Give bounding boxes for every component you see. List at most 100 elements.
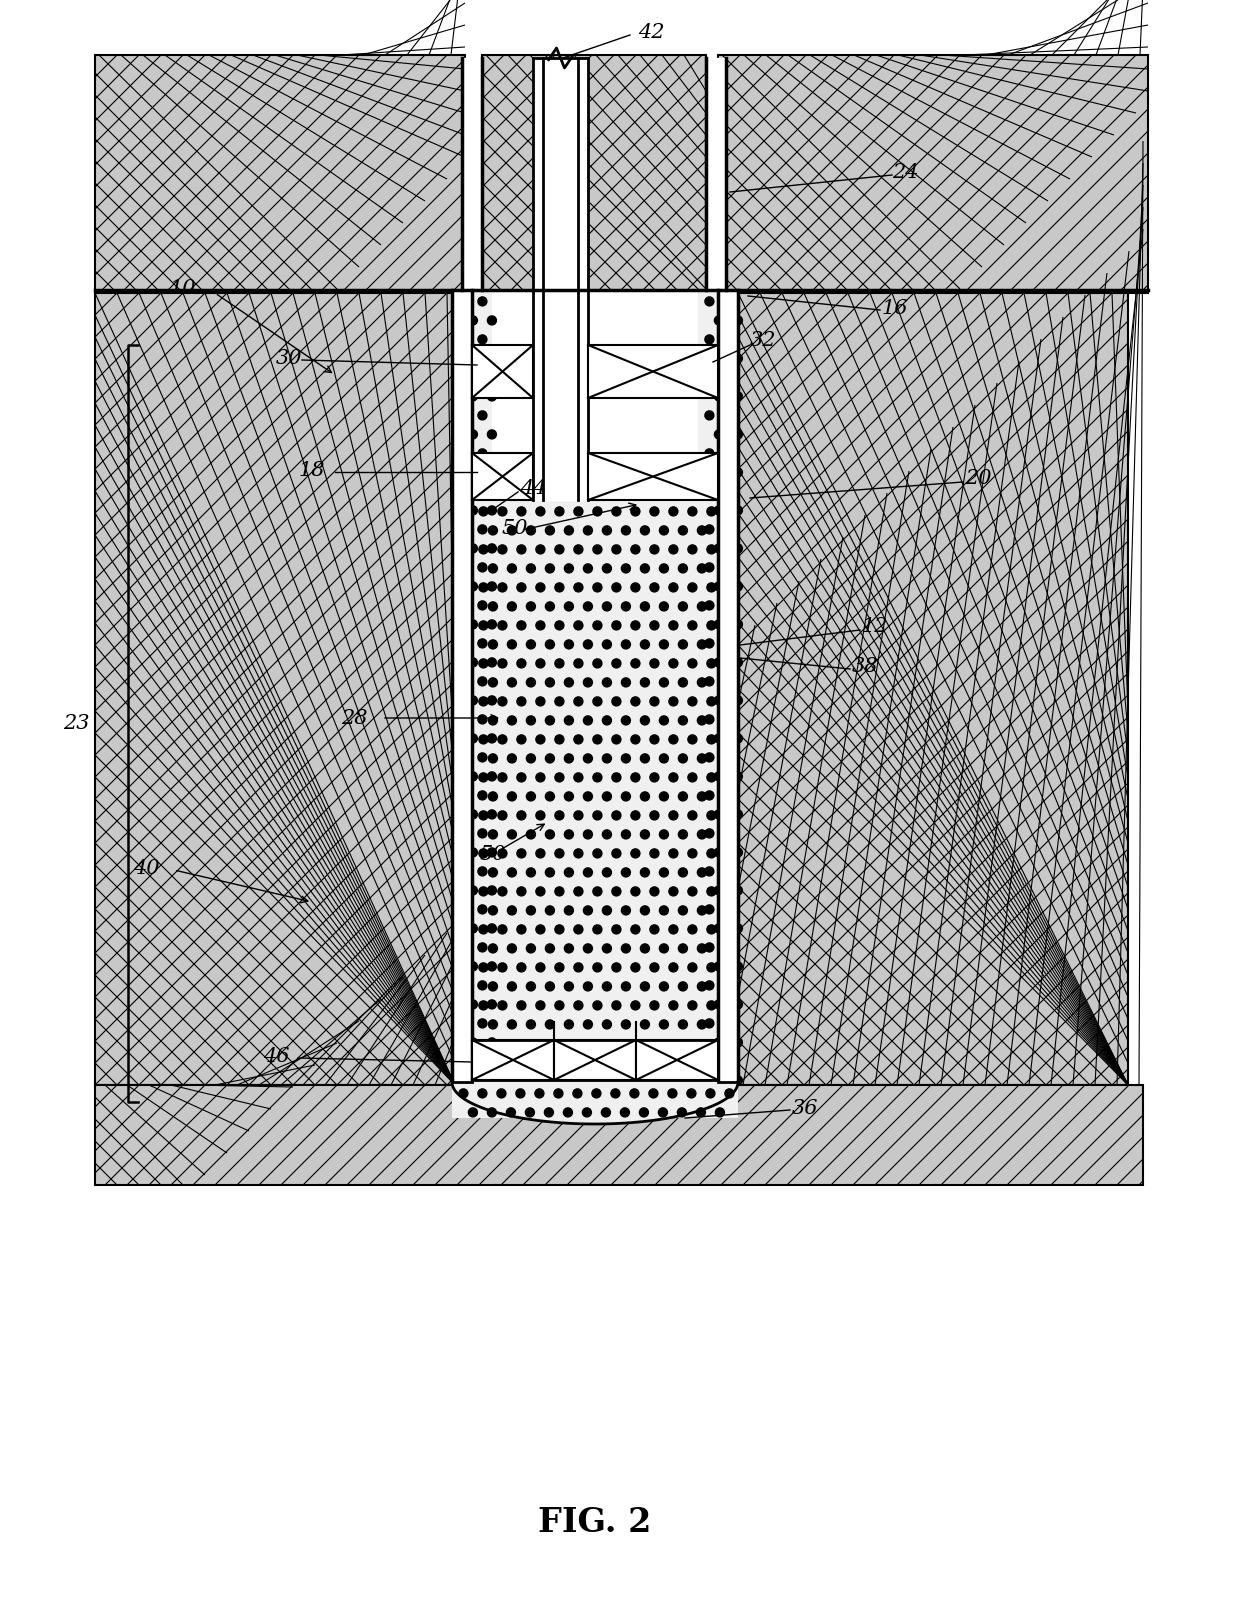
Circle shape xyxy=(733,1037,743,1047)
Circle shape xyxy=(621,715,630,725)
Circle shape xyxy=(621,564,630,574)
Circle shape xyxy=(487,962,496,971)
Circle shape xyxy=(477,1089,487,1099)
Text: 44: 44 xyxy=(520,478,547,498)
Circle shape xyxy=(487,696,496,706)
Circle shape xyxy=(459,942,467,952)
Circle shape xyxy=(489,715,497,725)
Bar xyxy=(588,345,718,398)
Circle shape xyxy=(498,659,507,669)
Circle shape xyxy=(459,1018,467,1028)
Circle shape xyxy=(660,905,668,915)
Bar xyxy=(95,293,455,1084)
Circle shape xyxy=(733,962,743,971)
Circle shape xyxy=(714,696,723,706)
Circle shape xyxy=(536,963,544,971)
Circle shape xyxy=(459,601,467,611)
Circle shape xyxy=(477,296,487,306)
Circle shape xyxy=(707,810,715,820)
Circle shape xyxy=(660,868,668,876)
Circle shape xyxy=(704,487,714,496)
Circle shape xyxy=(704,830,714,838)
Circle shape xyxy=(507,525,516,535)
Circle shape xyxy=(621,525,630,535)
Circle shape xyxy=(630,1089,639,1099)
Circle shape xyxy=(714,391,723,401)
Circle shape xyxy=(536,925,544,934)
Circle shape xyxy=(527,981,536,991)
Bar xyxy=(718,55,1148,293)
Circle shape xyxy=(724,525,733,533)
Circle shape xyxy=(536,583,544,591)
Circle shape xyxy=(546,603,554,611)
Circle shape xyxy=(668,810,678,820)
Circle shape xyxy=(517,925,526,934)
Bar xyxy=(472,345,533,398)
Circle shape xyxy=(704,1057,714,1066)
Circle shape xyxy=(489,944,497,952)
Circle shape xyxy=(489,525,497,535)
Circle shape xyxy=(546,1020,554,1029)
Circle shape xyxy=(650,620,658,630)
Circle shape xyxy=(489,981,497,991)
Circle shape xyxy=(583,981,593,991)
Circle shape xyxy=(621,640,630,649)
Circle shape xyxy=(469,582,477,591)
Circle shape xyxy=(546,754,554,764)
Circle shape xyxy=(546,564,554,574)
Circle shape xyxy=(688,583,697,591)
Circle shape xyxy=(704,942,714,952)
Circle shape xyxy=(544,1108,553,1116)
Circle shape xyxy=(650,925,658,934)
Circle shape xyxy=(516,1089,525,1099)
Circle shape xyxy=(611,963,621,971)
Circle shape xyxy=(489,905,497,915)
Circle shape xyxy=(517,810,526,820)
Circle shape xyxy=(704,715,714,723)
Circle shape xyxy=(678,564,687,574)
Circle shape xyxy=(668,773,678,781)
Circle shape xyxy=(469,810,477,818)
Circle shape xyxy=(678,793,687,801)
Circle shape xyxy=(631,620,640,630)
Circle shape xyxy=(714,810,723,818)
Circle shape xyxy=(564,640,573,649)
Circle shape xyxy=(640,525,650,535)
Circle shape xyxy=(678,678,687,686)
Circle shape xyxy=(714,467,723,477)
Circle shape xyxy=(678,715,687,725)
Circle shape xyxy=(688,659,697,669)
Circle shape xyxy=(498,735,507,744)
Circle shape xyxy=(678,981,687,991)
Circle shape xyxy=(477,525,487,533)
Circle shape xyxy=(507,905,516,915)
Circle shape xyxy=(640,1108,649,1116)
Circle shape xyxy=(687,1089,696,1099)
Circle shape xyxy=(506,1108,516,1116)
Circle shape xyxy=(704,677,714,686)
Text: 28: 28 xyxy=(341,709,368,728)
Circle shape xyxy=(640,868,650,876)
Circle shape xyxy=(489,830,497,839)
Circle shape xyxy=(611,698,621,706)
Circle shape xyxy=(603,564,611,574)
Circle shape xyxy=(660,715,668,725)
Circle shape xyxy=(477,1057,487,1066)
Circle shape xyxy=(489,603,497,611)
Circle shape xyxy=(477,905,487,913)
Circle shape xyxy=(668,1000,678,1010)
Circle shape xyxy=(611,659,621,669)
Circle shape xyxy=(603,640,611,649)
Circle shape xyxy=(640,1020,650,1029)
Circle shape xyxy=(640,981,650,991)
Circle shape xyxy=(733,810,743,818)
Circle shape xyxy=(733,886,743,894)
Circle shape xyxy=(487,1037,496,1047)
Circle shape xyxy=(583,640,593,649)
Circle shape xyxy=(477,752,487,762)
Circle shape xyxy=(660,640,668,649)
Circle shape xyxy=(498,545,507,554)
Circle shape xyxy=(487,467,496,477)
Text: 38: 38 xyxy=(852,657,878,675)
Circle shape xyxy=(487,810,496,818)
